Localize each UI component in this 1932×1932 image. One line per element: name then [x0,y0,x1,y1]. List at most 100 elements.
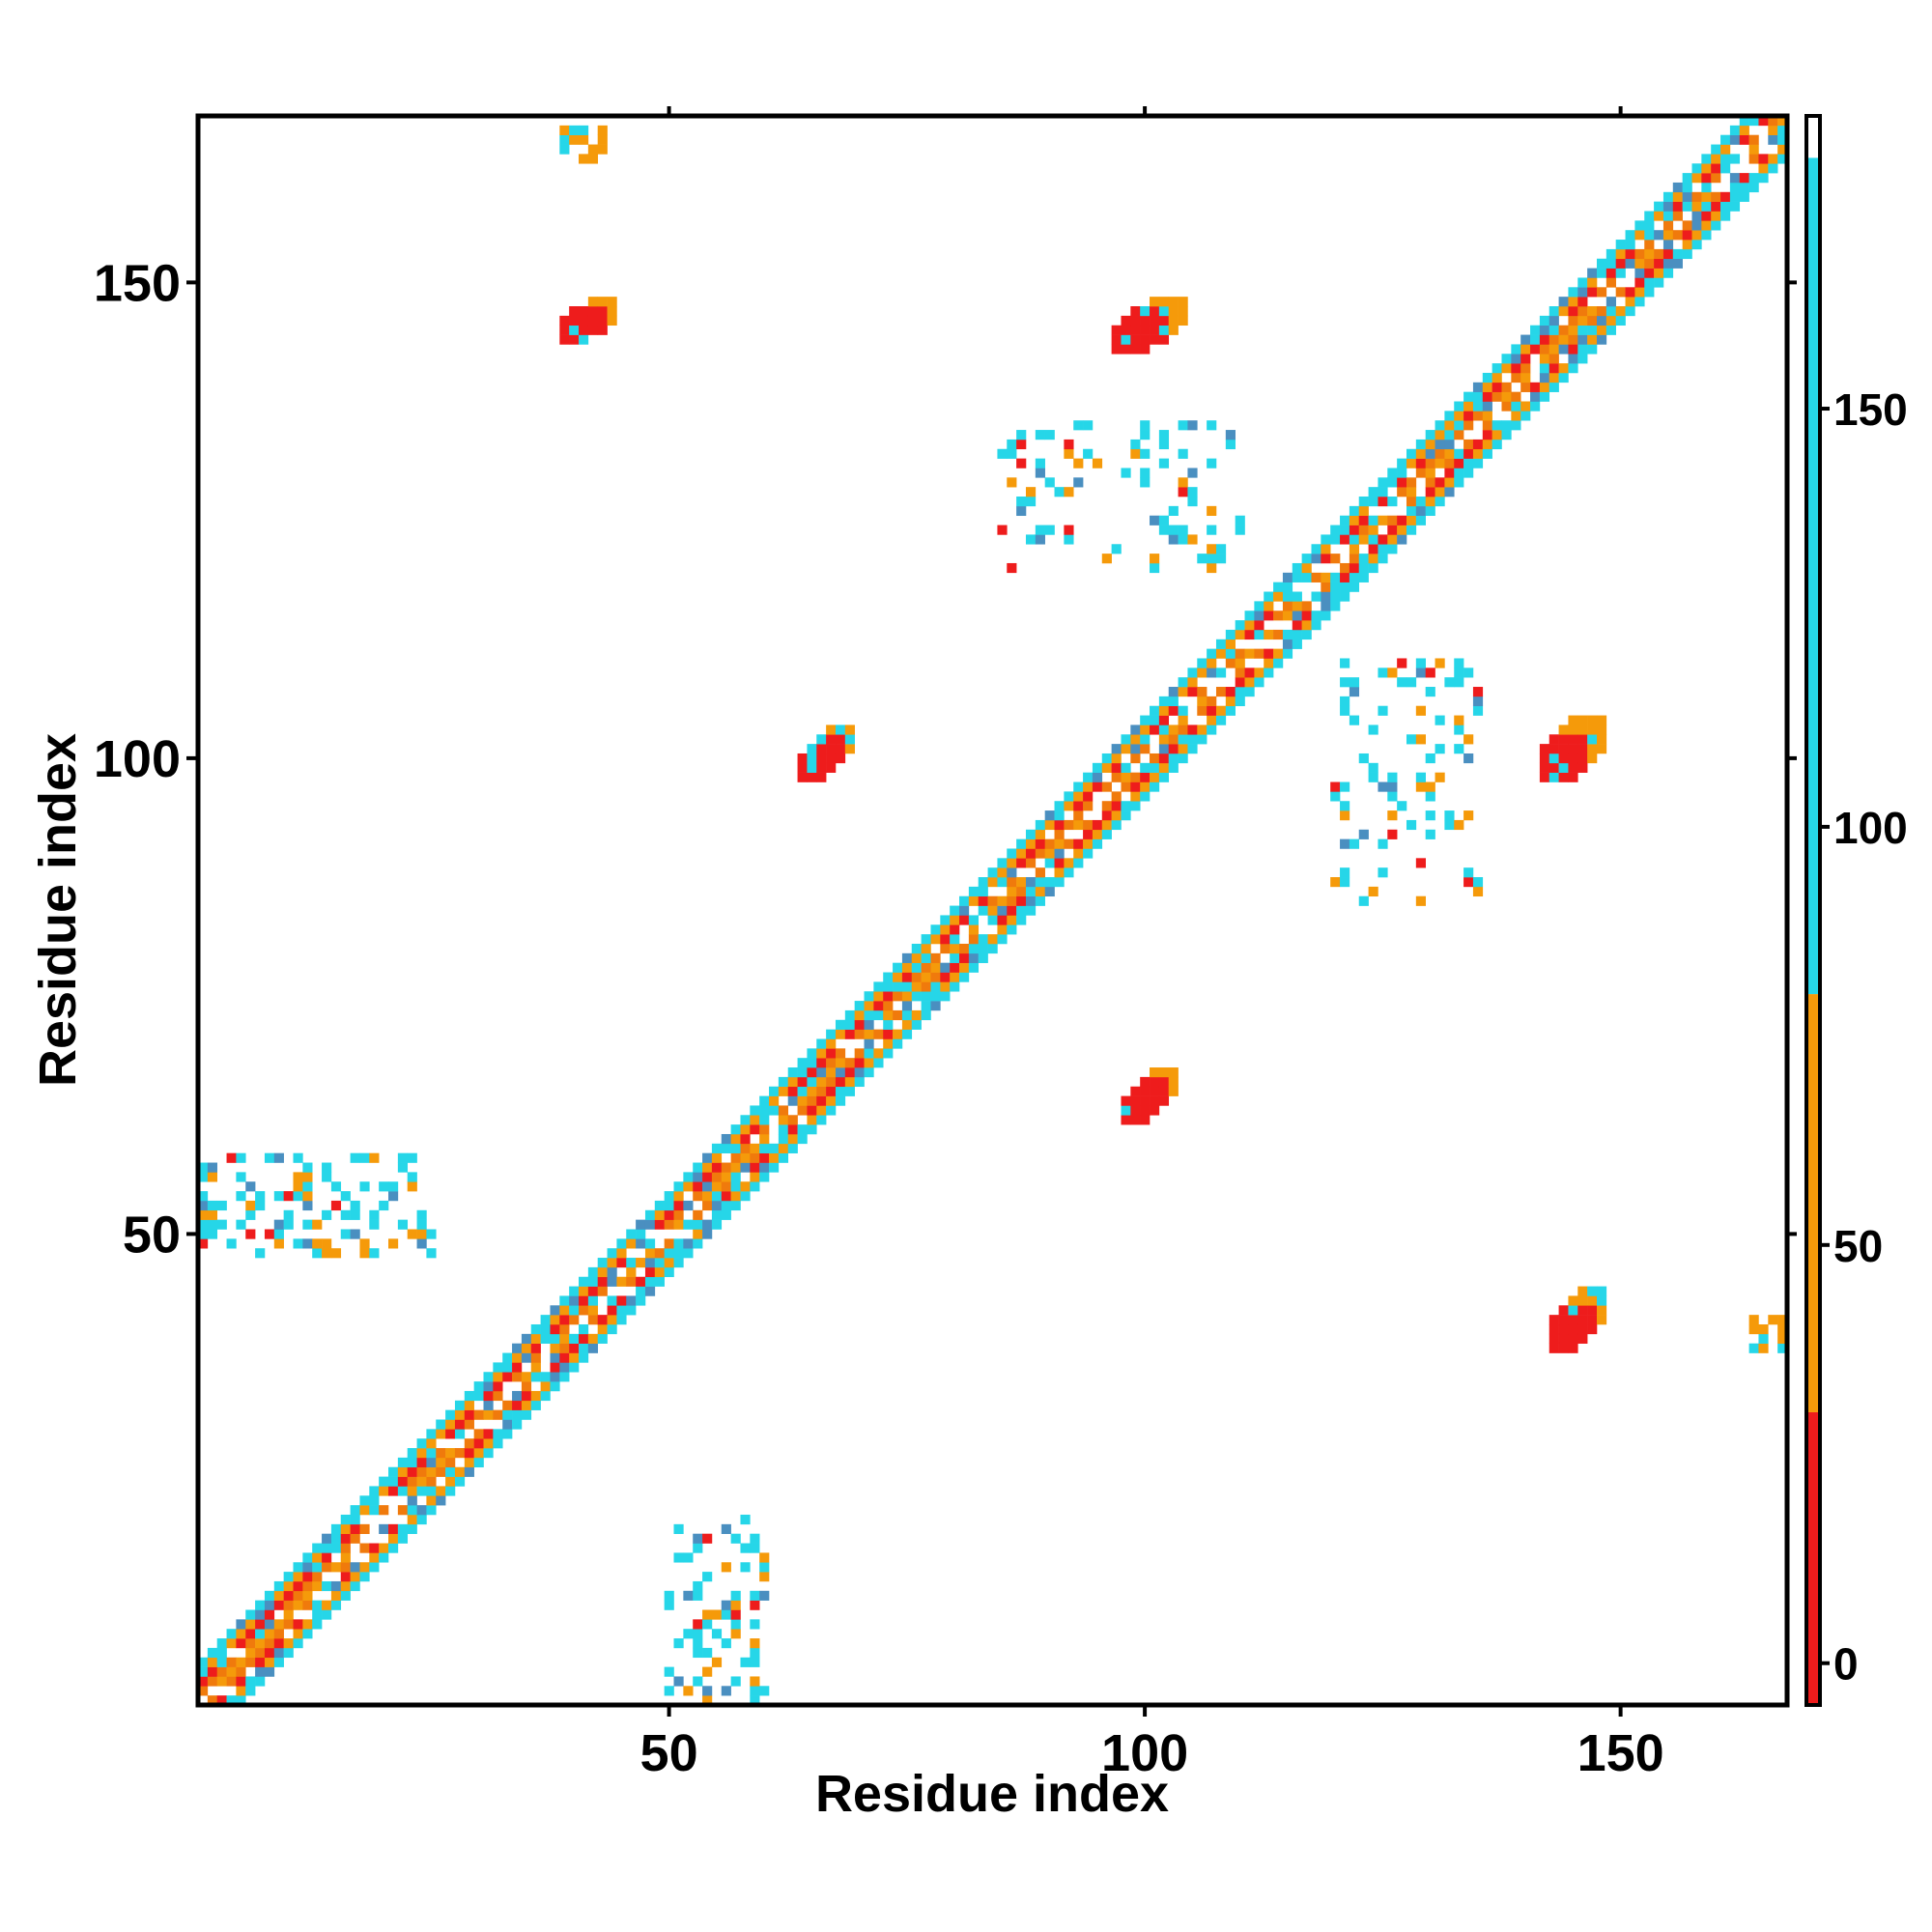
heatmap-cell [1454,458,1464,469]
heatmap-cell [930,924,941,935]
heatmap-cell [302,1181,313,1192]
heatmap-cell [255,1609,266,1620]
heatmap-cell [1330,791,1341,802]
heatmap-cell [397,1152,409,1163]
heatmap-cell [1054,848,1065,859]
colorbar-tick-label: 0 [1833,1639,1859,1690]
heatmap-cell [322,1562,332,1573]
heatmap-cell [1035,886,1045,897]
heatmap-cell [293,1638,303,1649]
heatmap-cell [1711,154,1721,164]
heatmap-cell [1054,858,1065,868]
heatmap-cell [293,1600,303,1610]
heatmap-cell [1178,525,1188,535]
heatmap-cell [693,1238,703,1249]
heatmap-cell [1558,297,1569,307]
heatmap-cell [1244,687,1255,697]
heatmap-cell [587,154,599,164]
heatmap-cell [740,1152,751,1163]
heatmap-cell [1520,401,1531,412]
heatmap-cell [1720,163,1731,174]
heatmap-cell [607,1276,617,1287]
heatmap-cell [1397,677,1407,688]
heatmap-cell [1711,144,1721,155]
heatmap-cell [664,1686,674,1696]
heatmap-cell [1150,753,1160,764]
heatmap-cell [1158,430,1170,440]
heatmap-cell [1387,781,1398,792]
colorbar-band [1806,116,1820,158]
heatmap-cell [1140,1095,1151,1106]
heatmap-cell [1282,601,1293,611]
heatmap-cell [369,1219,380,1230]
heatmap-cell [1691,173,1702,184]
heatmap-cell [1158,334,1170,345]
heatmap-cell [559,1372,570,1382]
heatmap-cell [1292,572,1302,582]
heatmap-cell [379,1523,389,1534]
heatmap-cell [569,1315,580,1325]
heatmap-cell [379,1543,389,1553]
heatmap-cell [1197,696,1208,707]
heatmap-cell [683,1172,694,1182]
heatmap-cell [1101,810,1112,821]
heatmap-cell [1349,554,1360,564]
heatmap-cell [198,1200,209,1211]
heatmap-cell [1634,230,1645,241]
heatmap-cell [673,1238,684,1249]
heatmap-cell [1121,344,1131,355]
heatmap-cell [835,1019,846,1030]
heatmap-cell [740,1115,751,1125]
heatmap-cell [1349,572,1360,582]
heatmap-cell [493,1390,503,1402]
heatmap-cell [493,1381,503,1392]
heatmap-cell [1654,268,1664,278]
heatmap-cell [950,972,960,982]
heatmap-cell [911,962,922,973]
heatmap-cell [1025,487,1037,497]
heatmap-cell [968,895,980,906]
heatmap-cell [264,1647,275,1659]
colorbar-band [1806,157,1820,995]
heatmap-cell [1615,315,1626,327]
heatmap-cell [293,1619,303,1630]
heatmap-cell [893,981,903,992]
heatmap-cell [1711,163,1721,174]
heatmap-cell [807,1105,817,1116]
heatmap-cell [940,943,951,954]
heatmap-cell [597,325,608,335]
heatmap-cell [693,1229,703,1239]
heatmap-cell [816,753,827,764]
heatmap-cell [1501,391,1512,402]
heatmap-cell [1007,439,1017,450]
heatmap-cell [1130,439,1141,450]
heatmap-cell [1387,534,1398,545]
heatmap-cell [1568,715,1578,725]
heatmap-cell [379,1476,389,1487]
heatmap-cell [1178,297,1188,307]
heatmap-cell [1454,468,1464,478]
heatmap-cell [654,1248,665,1259]
heatmap-cell [807,1048,817,1059]
heatmap-cell [683,1552,694,1563]
heatmap-cell [1197,658,1208,668]
heatmap-cell [493,1409,503,1420]
heatmap-cell [673,1523,684,1534]
heatmap-cell [1168,724,1179,735]
heatmap-cell [1662,211,1674,221]
heatmap-cell [1625,258,1635,269]
heatmap-cell [1340,705,1350,716]
heatmap-cell [1558,1323,1569,1335]
heatmap-cell [1587,325,1598,335]
heatmap-cell [787,1124,798,1135]
heatmap-cell [198,1229,209,1239]
heatmap-cell [1378,668,1388,678]
heatmap-cell [1130,1105,1141,1116]
heatmap-cell [1425,753,1435,764]
heatmap-cell [1083,781,1094,792]
heatmap-cell [1168,1067,1179,1078]
heatmap-cell [521,1333,532,1344]
heatmap-cell [1083,848,1094,859]
heatmap-cell [997,934,1008,945]
heatmap-cell [597,306,608,317]
